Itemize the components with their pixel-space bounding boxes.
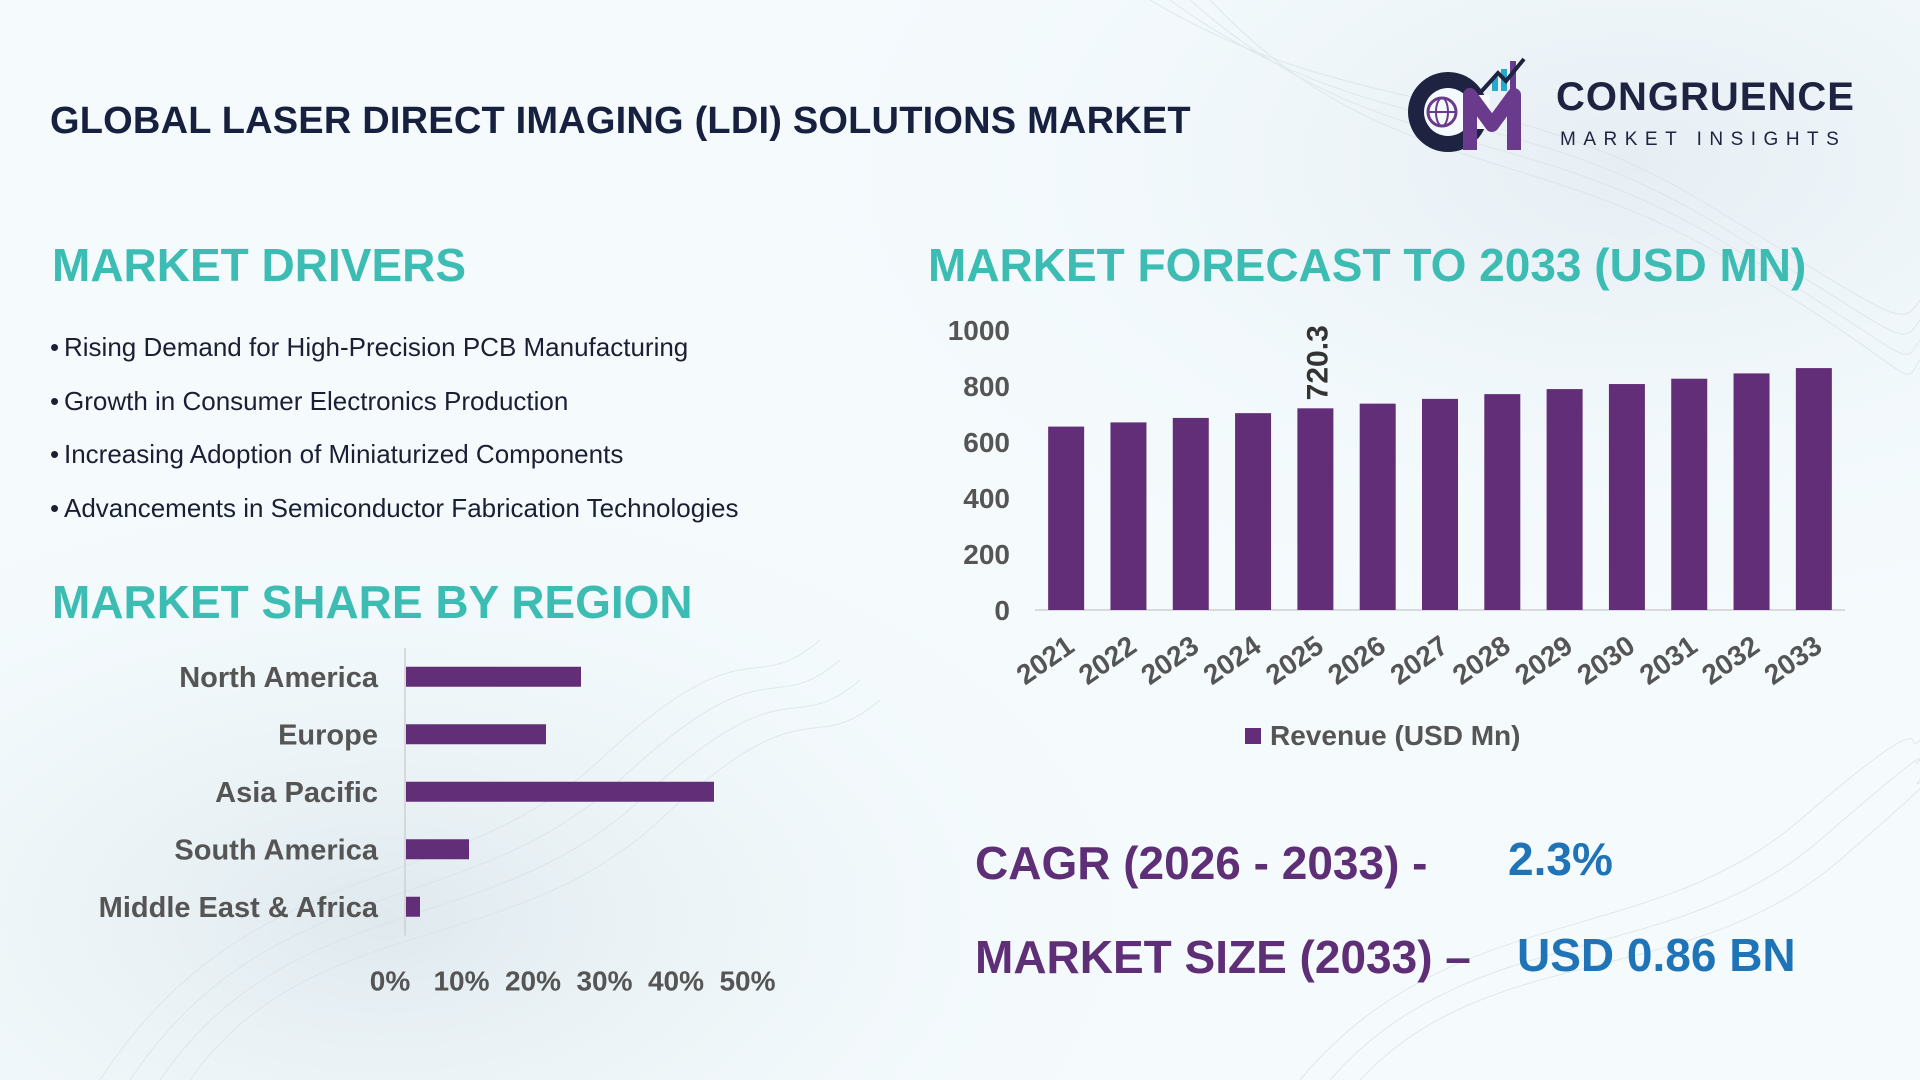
x-tick-label: 50% — [719, 966, 775, 997]
y-tick-label: 600 — [963, 427, 1010, 458]
y-tick-label: 1000 — [948, 315, 1010, 346]
logo-name: CONGRUENCE — [1556, 75, 1855, 119]
y-tick-label: 800 — [963, 371, 1010, 402]
region-label: North America — [179, 662, 379, 694]
legend-swatch — [1245, 728, 1261, 744]
forecast-bar — [1110, 422, 1147, 610]
region-bar — [406, 666, 581, 687]
x-tick-label: 2023 — [1135, 630, 1204, 691]
x-tick-label: 2027 — [1385, 630, 1454, 691]
logo-mark-icon — [1408, 57, 1526, 152]
cagr-value: 2.3% — [1508, 833, 1613, 885]
x-tick-label: 10% — [433, 966, 489, 997]
region-bar — [406, 896, 420, 917]
driver-item: • Rising Demand for High-Precision PCB Ma… — [50, 332, 689, 362]
region-bar — [406, 839, 469, 860]
x-tick-label: 2024 — [1198, 629, 1267, 690]
forecast-bar — [1172, 417, 1209, 610]
driver-item: • Advancements in Semiconductor Fabricati… — [50, 492, 739, 523]
driver-text: Growth in Consumer Electronics Productio… — [64, 385, 569, 416]
forecast-bar — [1671, 378, 1708, 610]
forecast-bar — [1235, 413, 1272, 610]
x-tick-label: 2032 — [1696, 630, 1765, 691]
drivers-list: • Rising Demand for High-Precision PCB Ma… — [50, 325, 738, 539]
drivers-title: MARKET DRIVERS — [52, 239, 467, 291]
driver-text: Increasing Adoption of Miniaturized Comp… — [64, 439, 624, 469]
driver-item: • Increasing Adoption of Miniaturized Com… — [50, 439, 624, 469]
forecast-bar — [1546, 389, 1583, 610]
data-label: 720.3 — [1301, 325, 1334, 400]
x-tick-label: 2026 — [1322, 630, 1391, 691]
region-bar — [406, 724, 546, 745]
forecast-bar — [1048, 426, 1085, 610]
y-tick-label: 200 — [963, 539, 1010, 570]
cagr-label: CAGR (2026 - 2033) - — [975, 837, 1428, 889]
brand-logo: CONGRUENCE MARKET INSIGHTS — [1400, 55, 1870, 155]
region-label: South America — [174, 834, 378, 866]
market-size-label: MARKET SIZE (2033) – — [975, 931, 1471, 983]
x-tick-label: 2031 — [1634, 630, 1703, 691]
region-label: Asia Pacific — [215, 777, 378, 809]
x-tick-label: 30% — [576, 966, 632, 997]
driver-item: • Growth in Consumer Electronics Producti… — [50, 385, 569, 416]
region-title: MARKET SHARE BY REGION — [52, 576, 693, 628]
region-label: Middle East & Africa — [99, 892, 379, 924]
x-tick-label: 2021 — [1011, 630, 1080, 691]
x-tick-label: 2028 — [1447, 630, 1516, 691]
x-tick-label: 2033 — [1758, 630, 1827, 691]
market-size-value: USD 0.86 BN — [1517, 929, 1796, 981]
forecast-bar — [1795, 368, 1832, 610]
y-tick-label: 400 — [963, 483, 1010, 514]
driver-text: Advancements in Semiconductor Fabricatio… — [64, 492, 739, 523]
x-tick-label: 40% — [648, 966, 704, 997]
x-tick-label: 2022 — [1073, 630, 1142, 691]
forecast-bar — [1484, 394, 1521, 610]
x-tick-label: 0% — [370, 966, 411, 997]
forecast-title: MARKET FORECAST TO 2033 (USD MN) — [928, 239, 1807, 291]
region-share-chart: North America Europe Asia Pacific South Ame… — [99, 648, 776, 997]
x-tick-label: 2030 — [1572, 630, 1641, 691]
x-tick-label: 20% — [505, 966, 561, 997]
forecast-bar — [1422, 398, 1458, 610]
y-tick-label: 0 — [994, 595, 1010, 626]
x-tick-label: 2029 — [1509, 630, 1578, 691]
forecast-bar — [1608, 384, 1645, 610]
legend-label: Revenue (USD Mn) — [1270, 720, 1520, 751]
page-title: GLOBAL LASER DIRECT IMAGING (LDI) SOLUTI… — [50, 100, 1191, 142]
driver-text: Rising Demand for High-Precision PCB Man… — [64, 332, 689, 362]
forecast-bar — [1733, 373, 1770, 610]
region-bar — [406, 781, 714, 802]
forecast-bar — [1359, 403, 1396, 610]
region-label: Europe — [278, 719, 378, 751]
x-tick-label: 2025 — [1260, 630, 1329, 691]
forecast-bar — [1297, 408, 1334, 610]
logo-tagline: MARKET INSIGHTS — [1560, 129, 1847, 150]
